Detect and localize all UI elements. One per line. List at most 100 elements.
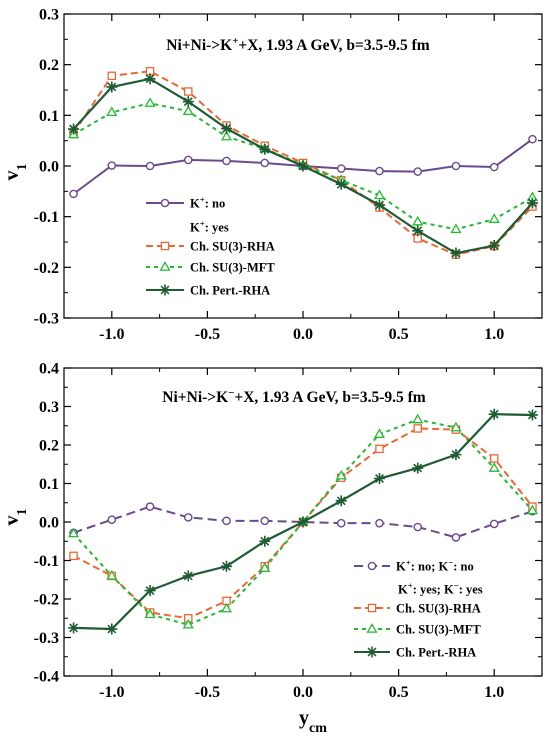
data-point xyxy=(335,469,347,480)
data-point xyxy=(183,155,193,165)
data-point xyxy=(145,161,155,171)
data-point xyxy=(489,162,499,172)
data-point xyxy=(526,197,538,209)
legend-label: K+: no; K−: no xyxy=(396,558,474,574)
data-point xyxy=(259,143,271,155)
y-tick-label: -0.2 xyxy=(34,260,59,277)
data-point xyxy=(107,71,117,81)
legend-label: Ch. Pert.-RHA xyxy=(396,646,476,660)
legend-label: Ch. SU(3)-MFT xyxy=(396,623,481,637)
data-point xyxy=(297,516,309,528)
legend-marker xyxy=(367,561,377,571)
x-tick-label: 1.0 xyxy=(484,684,504,701)
legend-label: Ch. SU(3)-RHA xyxy=(396,602,481,616)
data-point xyxy=(221,123,233,135)
y-tick-label: -0.1 xyxy=(34,209,59,226)
legend-header: K+: yes; K−: yes xyxy=(398,581,483,597)
y-tick-label: -0.3 xyxy=(34,311,59,328)
data-point xyxy=(297,160,309,172)
y-tick-label: 0.4 xyxy=(39,361,59,378)
legend-marker xyxy=(159,284,171,296)
x-tick-label: -1.0 xyxy=(99,326,124,343)
y-axis-title: v1 xyxy=(1,164,30,181)
data-point xyxy=(526,409,538,421)
x-tick-label: 0.5 xyxy=(389,326,409,343)
y-tick-label: 0.3 xyxy=(39,399,59,416)
data-point xyxy=(145,502,155,511)
data-point xyxy=(69,189,78,199)
legend-header: K+: yes xyxy=(190,219,229,235)
legend: K+: no K+: yes Ch. SU(3)-RHA Ch. SU(3)-MFT C… xyxy=(146,195,275,298)
y-tick-label: -0.2 xyxy=(34,592,59,609)
x-tick-label: 1.0 xyxy=(484,326,504,343)
legend-marker xyxy=(366,623,378,633)
data-point xyxy=(373,472,385,484)
data-point xyxy=(413,522,423,532)
x-axis-title: ycm xyxy=(299,707,327,736)
y-tick-label: 0.0 xyxy=(39,515,59,532)
legend: K+: no; K−: no K+: yes; K−: yes Ch. SU(3)-… xyxy=(354,558,483,660)
data-point xyxy=(68,527,80,538)
legend-marker xyxy=(367,603,377,613)
data-point xyxy=(373,189,386,200)
data-point xyxy=(68,622,80,634)
data-point xyxy=(106,81,118,93)
data-point xyxy=(488,240,500,252)
panel-top-k-plus: -1.0 -0.5 0.0 0.5 1.0 -0.3 -0.2 -0.1 0.0 0.1 0.2 0.… xyxy=(1,7,543,343)
legend-label: K+: no xyxy=(190,195,225,211)
data-point xyxy=(375,166,384,176)
data-point xyxy=(69,551,78,561)
data-point xyxy=(375,444,384,454)
legend-marker xyxy=(160,241,170,251)
data-point xyxy=(182,96,194,108)
data-point xyxy=(335,178,347,190)
data-point xyxy=(183,513,193,522)
data-point xyxy=(259,562,271,572)
data-point xyxy=(488,213,500,223)
series-group xyxy=(68,67,538,259)
data-point xyxy=(412,413,424,424)
x-tick-label: -1.0 xyxy=(99,684,124,701)
data-point xyxy=(412,462,424,474)
y-tick-label: 0.2 xyxy=(39,438,59,455)
panel-bottom-k-minus: -1.0 -0.5 0.0 0.5 1.0 -0.4 -0.3 -0.2 -0.1 0.0 0.1 0… xyxy=(1,361,543,736)
data-point xyxy=(222,156,231,166)
data-point xyxy=(450,247,462,259)
data-point xyxy=(488,462,500,472)
x-tick-label: 0.0 xyxy=(293,684,313,701)
data-point xyxy=(489,519,499,529)
data-point xyxy=(373,428,386,438)
data-point xyxy=(450,223,462,234)
data-point xyxy=(260,158,270,168)
data-point xyxy=(144,585,156,597)
data-point xyxy=(220,130,233,141)
x-tick-label: 0.0 xyxy=(293,326,313,343)
y-tick-label: -0.1 xyxy=(34,553,59,570)
data-point xyxy=(144,608,156,619)
chart-title: Ni+Ni->K−+X, 1.93 A GeV, b=3.5-9.5 fm xyxy=(162,387,425,406)
data-point xyxy=(336,518,346,528)
data-point xyxy=(220,602,233,613)
x-tick-label: -0.5 xyxy=(195,684,220,701)
y-tick-label: 0.0 xyxy=(39,159,59,176)
data-point xyxy=(184,87,193,96)
y-tick-label: 0.1 xyxy=(39,108,59,125)
y-tick-label: 0.2 xyxy=(39,57,59,74)
y-tick-label: -0.3 xyxy=(34,630,59,647)
data-point xyxy=(222,516,231,526)
legend-marker xyxy=(159,261,171,271)
legend-label: Ch. Pert.-RHA xyxy=(190,284,270,298)
data-point xyxy=(68,123,80,135)
data-point xyxy=(221,560,233,572)
data-point xyxy=(450,449,462,461)
y-tick-label: 0.1 xyxy=(39,476,59,493)
data-point xyxy=(528,134,537,144)
x-tick-label: -0.5 xyxy=(195,326,220,343)
data-point xyxy=(106,106,118,117)
data-point xyxy=(526,504,538,515)
data-point xyxy=(488,408,500,420)
data-point xyxy=(489,454,499,463)
data-point xyxy=(144,73,156,85)
y-tick-label: -0.4 xyxy=(34,669,59,686)
